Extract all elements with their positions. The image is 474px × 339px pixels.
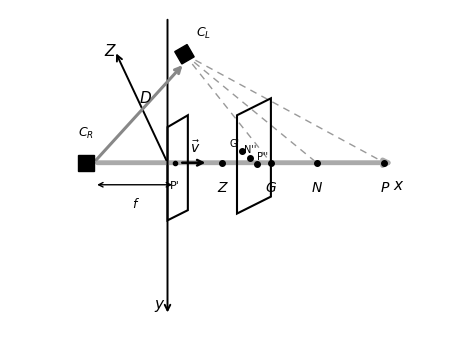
Text: P: P [380, 181, 389, 195]
Text: Z: Z [217, 181, 227, 195]
Text: P'': P'' [256, 152, 268, 162]
Text: $C_L$: $C_L$ [196, 26, 210, 41]
Text: Z: Z [105, 44, 115, 59]
Text: $C_R$: $C_R$ [78, 126, 94, 141]
Text: G: G [265, 181, 276, 195]
Text: N: N [311, 181, 322, 195]
Polygon shape [78, 155, 94, 171]
Text: N'': N'' [244, 145, 256, 155]
Text: P': P' [170, 181, 180, 191]
Text: G': G' [229, 139, 240, 149]
Text: D: D [140, 92, 151, 106]
Text: x: x [393, 178, 402, 193]
Polygon shape [175, 44, 194, 64]
Text: $\vec{v}$: $\vec{v}$ [190, 140, 201, 156]
Text: y: y [155, 297, 164, 312]
Text: f: f [132, 198, 137, 211]
